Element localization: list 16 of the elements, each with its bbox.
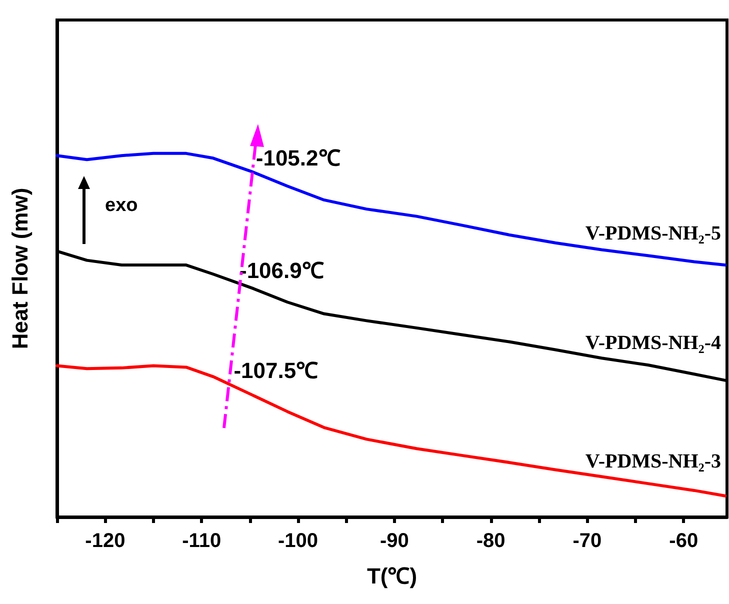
annotation: exo xyxy=(105,195,138,216)
annotation: -107.5℃ xyxy=(234,358,318,383)
series-label: V-PDMS-NH₂-4 xyxy=(585,332,721,354)
annotation: -106.9℃ xyxy=(239,258,324,283)
x-tick-label: -60 xyxy=(669,530,698,552)
series-label: V-PDMS-NH₂-3 xyxy=(585,450,721,473)
x-tick-label: -110 xyxy=(182,530,222,552)
x-axis-title: T(℃) xyxy=(366,564,418,588)
x-tick-label: -70 xyxy=(572,530,602,552)
annotation: -105.2℃ xyxy=(256,145,340,170)
x-tick-label: -120 xyxy=(85,530,126,552)
series-label: V-PDMS-NH₂-5 xyxy=(585,222,721,245)
y-axis-title: Heat Flow (mw) xyxy=(8,188,32,350)
x-tick-label: -80 xyxy=(476,530,506,552)
x-tick-label: -90 xyxy=(380,530,409,552)
x-tick-label: -100 xyxy=(278,530,318,552)
